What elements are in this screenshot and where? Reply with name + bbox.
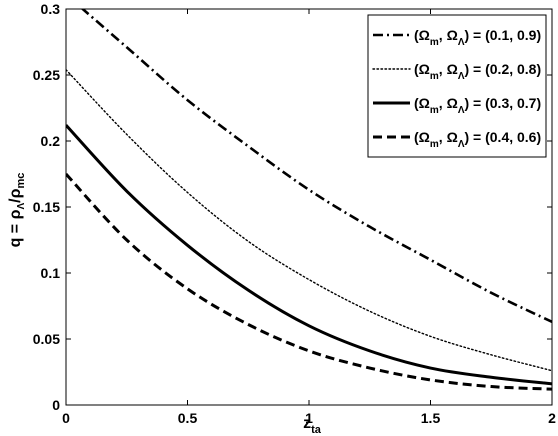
series-line-2 bbox=[66, 69, 552, 372]
legend-label-part: (Ω bbox=[414, 95, 430, 111]
legend-label-4: (Ωm, ΩΛ) = (0.4, 0.6) bbox=[414, 129, 541, 150]
x-tick-label: 1 bbox=[305, 410, 313, 426]
legend-label-part: (Ω bbox=[414, 129, 430, 145]
legend-label-part: m bbox=[430, 105, 439, 116]
legend-label-1: (Ωm, ΩΛ) = (0.1, 0.9) bbox=[414, 27, 541, 48]
y-tick-label: 0.3 bbox=[41, 1, 61, 17]
y-tick-label: 0.05 bbox=[33, 331, 60, 347]
legend-label-part: ) = (0.1, 0.9) bbox=[464, 27, 541, 43]
x-tick-label: 0.5 bbox=[178, 410, 198, 426]
y-axis-label: q = ρΛ/ρmc bbox=[7, 173, 27, 248]
y-axis-label-q: q = ρ bbox=[7, 209, 24, 247]
x-tick-label: 0 bbox=[62, 410, 70, 426]
plot-frame bbox=[65, 8, 553, 406]
y-axis-label-sub1: Λ bbox=[16, 203, 27, 210]
legend-label-part: Λ bbox=[458, 139, 465, 150]
x-axis-label-main: z bbox=[303, 415, 311, 432]
legend-label-part: ) = (0.3, 0.7) bbox=[464, 95, 541, 111]
legend-label-part: (Ω bbox=[414, 27, 430, 43]
legend-label-part: m bbox=[430, 139, 439, 150]
legend-box bbox=[367, 14, 547, 158]
x-axis-label: zta bbox=[303, 415, 322, 436]
legend-label-part: ) = (0.2, 0.8) bbox=[464, 61, 541, 77]
x-axis-label-sub: ta bbox=[311, 424, 322, 436]
legend-label-part: m bbox=[430, 71, 439, 82]
x-tick-label: 2 bbox=[548, 410, 556, 426]
legend-label-part: , Ω bbox=[439, 129, 458, 145]
series-line-3 bbox=[66, 124, 552, 386]
legend-label-part: , Ω bbox=[439, 95, 458, 111]
legend-label-part: , Ω bbox=[439, 61, 458, 77]
ticks-layer: 0 0.5 1 1.5 2 0 0.05 0.1 0.15 0.2 0.25 0.3 bbox=[33, 1, 556, 426]
legend-label-3: (Ωm, ΩΛ) = (0.3, 0.7) bbox=[414, 95, 541, 116]
series-line-1 bbox=[80, 9, 552, 324]
series-layer bbox=[66, 9, 552, 391]
legend-label-part: m bbox=[430, 37, 439, 48]
y-tick-label: 0.15 bbox=[33, 199, 60, 215]
legend: (Ωm, ΩΛ) = (0.1, 0.9)(Ωm, ΩΛ) = (0.2, 0.… bbox=[367, 14, 547, 158]
y-tick-label: 0.2 bbox=[41, 133, 61, 149]
y-tick-label: 0 bbox=[52, 397, 60, 413]
legend-label-part: , Ω bbox=[439, 27, 458, 43]
legend-label-part: Λ bbox=[458, 71, 465, 82]
legend-label-part: ) = (0.4, 0.6) bbox=[464, 129, 541, 145]
x-tick-label: 1.5 bbox=[421, 410, 441, 426]
y-tick-label: 0.1 bbox=[41, 265, 61, 281]
legend-label-2: (Ωm, ΩΛ) = (0.2, 0.8) bbox=[414, 61, 541, 82]
series-line-4 bbox=[66, 172, 552, 391]
legend-label-part: Λ bbox=[458, 105, 465, 116]
legend-label-part: (Ω bbox=[414, 61, 430, 77]
legend-label-part: Λ bbox=[458, 37, 465, 48]
y-axis-label-sub2: mc bbox=[15, 173, 27, 189]
y-axis-label-slash: /ρ bbox=[7, 188, 24, 202]
y-tick-label: 0.25 bbox=[33, 67, 60, 83]
